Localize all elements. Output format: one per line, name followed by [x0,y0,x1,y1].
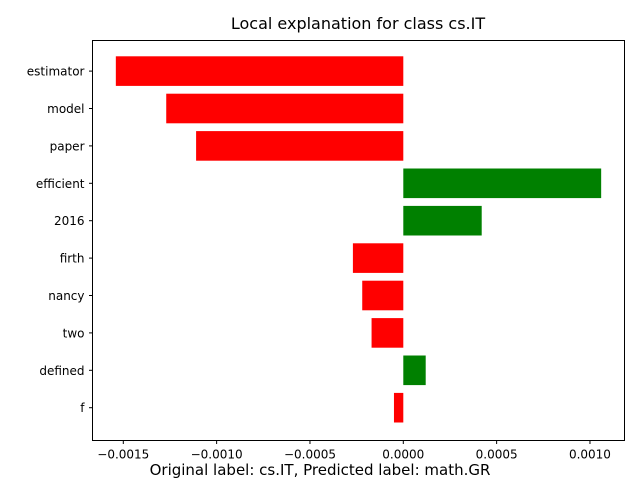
x-tick-label: −0.0015 [97,448,149,462]
bars-group [115,56,602,423]
bar-nancy [362,280,404,311]
x-tick-label: 0.0000 [382,448,424,462]
bar-efficient [403,168,602,199]
bar-estimator [115,56,404,86]
bar-firth [352,243,404,273]
x-tick-label: 0.0005 [476,448,518,462]
plot-frame [92,40,625,441]
chart-title: Local explanation for class cs.IT [231,14,486,33]
bar-f [393,392,404,423]
y-tick-label: 2016 [54,214,85,228]
y-tick-label: f [80,401,85,415]
y-tick-label: nancy [48,289,84,303]
y-tick-label: two [63,326,85,340]
bar-paper [196,131,404,161]
bar-two [371,318,404,348]
x-axis-ticks: −0.0015 −0.0010 −0.0005 0.0000 0.0005 0.0010 [97,440,611,462]
y-tick-label: defined [39,364,84,378]
bar-2016 [403,205,482,236]
x-tick-label: −0.0010 [191,448,243,462]
y-axis-ticks: estimator model paper efficient 2016 firth nan… [27,65,93,415]
bar-model [166,93,404,124]
y-tick-label: paper [50,139,85,153]
y-tick-label: model [47,102,84,116]
x-tick-label: 0.0010 [569,448,611,462]
y-tick-label: efficient [36,177,85,191]
y-tick-label: estimator [27,65,85,79]
chart-caption: Original label: cs.IT, Predicted label: … [150,461,491,479]
y-tick-label: firth [60,252,85,266]
x-tick-label: −0.0005 [284,448,336,462]
bar-defined [403,355,426,386]
